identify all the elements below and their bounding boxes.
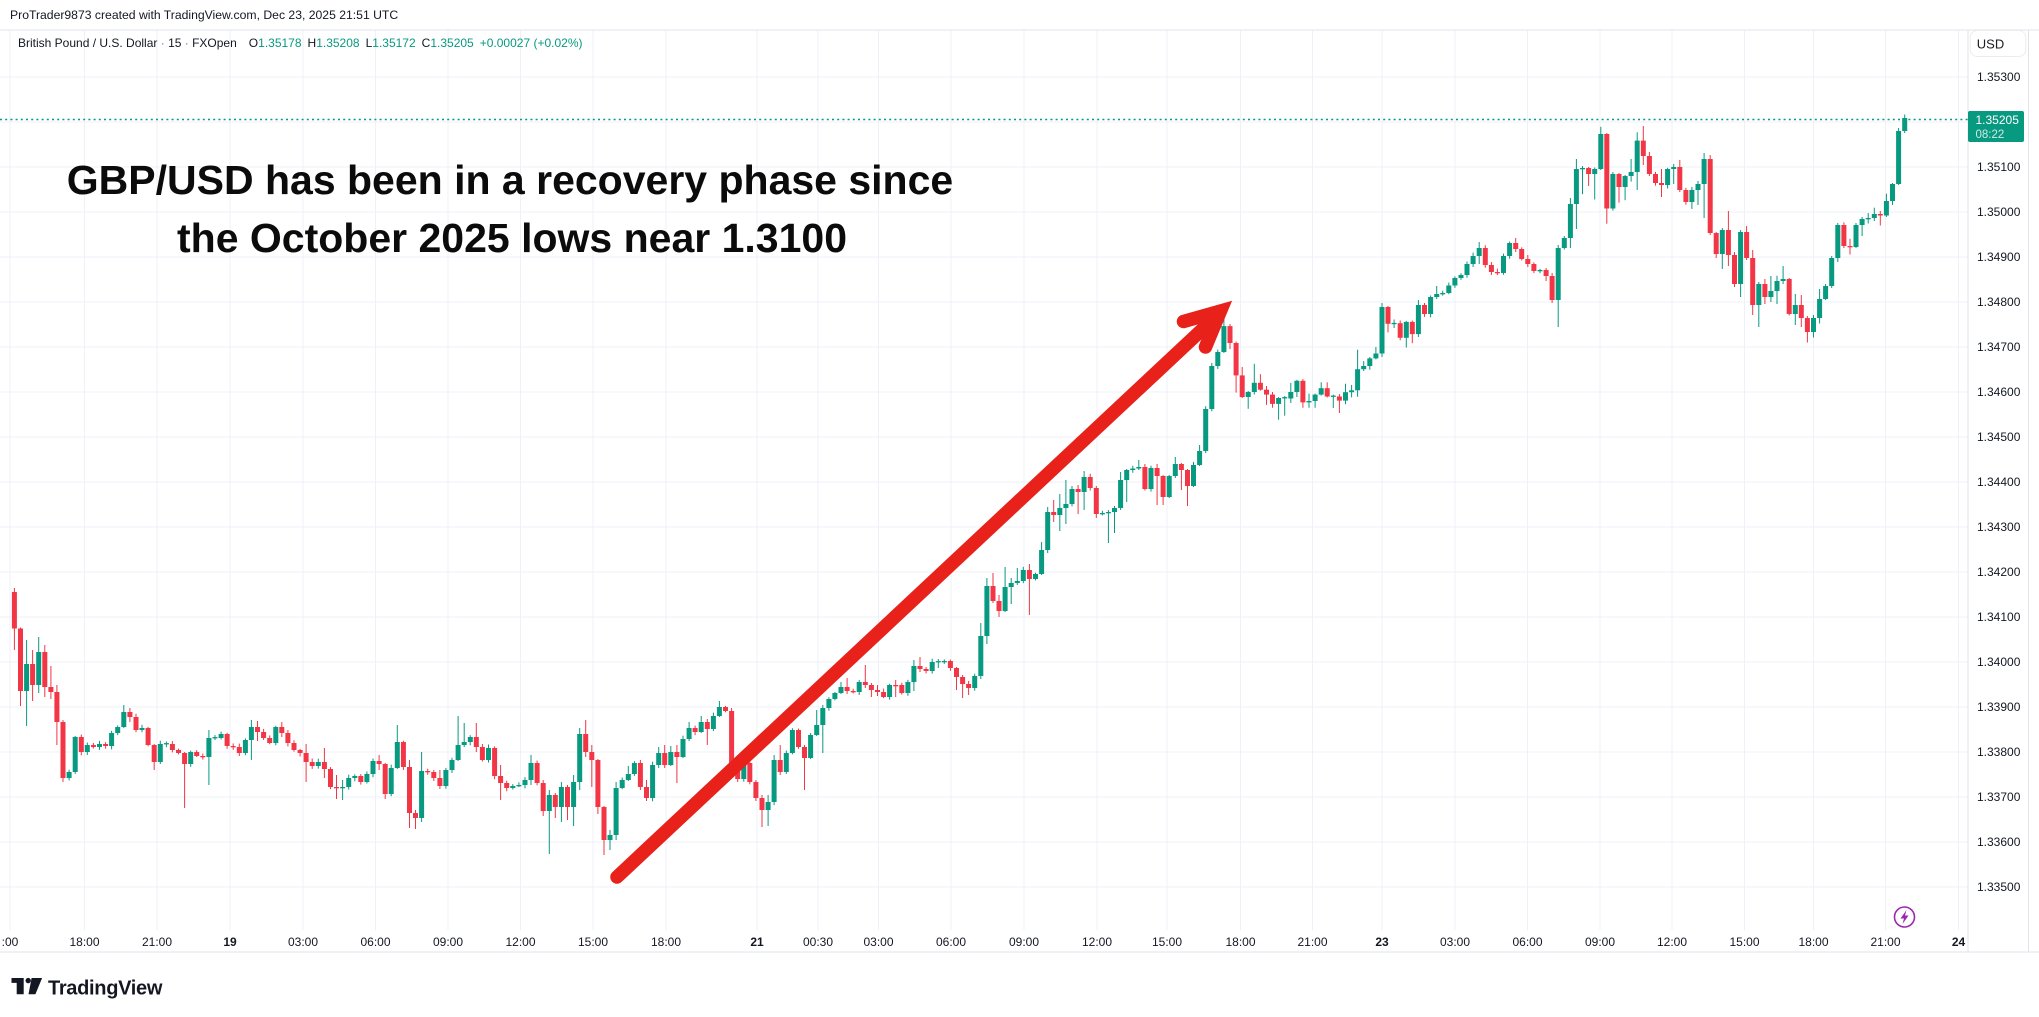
svg-text:British Pound / U.S. Dollar ·: British Pound / U.S. Dollar · 15 · FXOpe… (18, 36, 582, 50)
svg-text:19: 19 (223, 935, 237, 949)
svg-text:USD: USD (1977, 37, 2004, 52)
svg-text:1.34500: 1.34500 (1977, 430, 2021, 444)
svg-text:1.35000: 1.35000 (1977, 205, 2021, 219)
svg-text:21:00: 21:00 (1870, 935, 1900, 949)
svg-text:03:00: 03:00 (288, 935, 318, 949)
svg-text:1.33600: 1.33600 (1977, 835, 2021, 849)
svg-text:1.34700: 1.34700 (1977, 340, 2021, 354)
svg-text:15:00: 15:00 (1152, 935, 1182, 949)
svg-text:1.34600: 1.34600 (1977, 385, 2021, 399)
svg-text:the October 2025 lows near 1.3: the October 2025 lows near 1.3100 (177, 215, 847, 261)
svg-text:1.35100: 1.35100 (1977, 160, 2021, 174)
svg-text:12:00: 12:00 (505, 935, 535, 949)
svg-text:1.33700: 1.33700 (1977, 790, 2021, 804)
svg-text::00: :00 (2, 935, 19, 949)
svg-text:09:00: 09:00 (1009, 935, 1039, 949)
svg-text:21: 21 (750, 935, 764, 949)
svg-text:1.33800: 1.33800 (1977, 745, 2021, 759)
svg-text:1.34800: 1.34800 (1977, 295, 2021, 309)
svg-text:1.34300: 1.34300 (1977, 520, 2021, 534)
svg-text:18:00: 18:00 (69, 935, 99, 949)
svg-text:23: 23 (1375, 935, 1389, 949)
svg-text:09:00: 09:00 (1585, 935, 1615, 949)
svg-text:12:00: 12:00 (1657, 935, 1687, 949)
svg-text:24: 24 (1952, 935, 1966, 949)
svg-text:1.35205: 1.35205 (1976, 113, 2020, 127)
svg-text:18:00: 18:00 (651, 935, 681, 949)
svg-text:08:22: 08:22 (1976, 129, 2005, 141)
svg-text:18:00: 18:00 (1225, 935, 1255, 949)
svg-text:TradingView: TradingView (48, 978, 163, 1000)
svg-text:03:00: 03:00 (863, 935, 893, 949)
svg-text:1.33900: 1.33900 (1977, 700, 2021, 714)
svg-text:09:00: 09:00 (433, 935, 463, 949)
svg-text:21:00: 21:00 (1297, 935, 1327, 949)
svg-text:00:30: 00:30 (803, 935, 833, 949)
svg-text:06:00: 06:00 (936, 935, 966, 949)
svg-text:1.34000: 1.34000 (1977, 655, 2021, 669)
svg-text:15:00: 15:00 (578, 935, 608, 949)
svg-text:18:00: 18:00 (1798, 935, 1828, 949)
svg-text:1.34900: 1.34900 (1977, 250, 2021, 264)
svg-text:21:00: 21:00 (142, 935, 172, 949)
svg-text:15:00: 15:00 (1729, 935, 1759, 949)
svg-text:1.33500: 1.33500 (1977, 880, 2021, 894)
svg-text:1.34100: 1.34100 (1977, 610, 2021, 624)
svg-text:03:00: 03:00 (1440, 935, 1470, 949)
svg-text:12:00: 12:00 (1082, 935, 1112, 949)
svg-text:GBP/USD has been in a recovery: GBP/USD has been in a recovery phase sin… (67, 157, 953, 203)
svg-text:ProTrader9873 created with Tra: ProTrader9873 created with TradingView.c… (10, 8, 398, 22)
svg-text:06:00: 06:00 (360, 935, 390, 949)
svg-text:1.35300: 1.35300 (1977, 70, 2021, 84)
svg-text:06:00: 06:00 (1512, 935, 1542, 949)
svg-text:1.34200: 1.34200 (1977, 565, 2021, 579)
svg-text:1.34400: 1.34400 (1977, 475, 2021, 489)
